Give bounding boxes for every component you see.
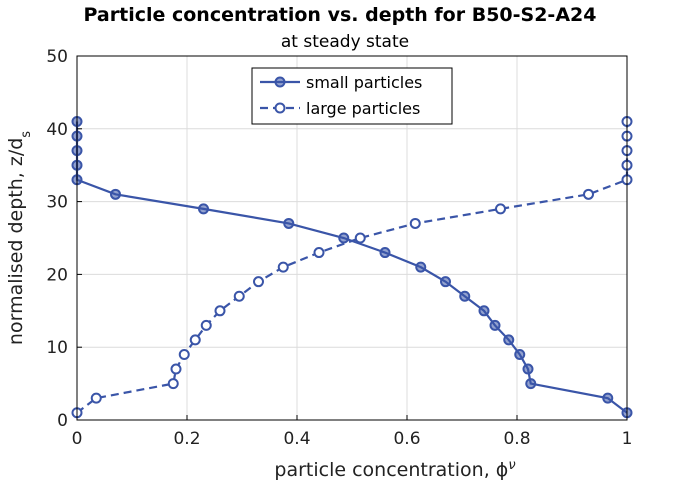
x-tick-label: 0.8 [503,429,530,449]
data-point-small-particles [602,392,614,404]
data-point-small-particles [478,305,490,317]
series-line-small-particles [75,121,628,414]
data-point-small-particles [459,290,471,302]
data-point-small-particles [503,334,515,346]
data-point-large-particles [313,247,325,259]
x-tick-label: 1 [622,429,633,449]
legend-label-large-particles: large particles [306,99,420,118]
series-layer [71,116,633,419]
data-point-large-particles [354,232,366,244]
data-point-large-particles [409,217,421,229]
y-tick-label: 0 [57,411,68,431]
data-point-large-particles [495,203,506,215]
data-point-large-particles [253,276,264,288]
x-axis-label-superscript: ν [508,458,515,473]
chart-subtitle: at steady state [281,32,409,52]
x-tick-label: 0.6 [393,429,420,449]
x-tick-label: 0.4 [283,429,310,449]
plot-area-frame [76,55,628,421]
y-axis-label-subscript: s [19,131,34,138]
data-point-large-particles [189,334,201,346]
legend-label-small-particles: small particles [306,73,422,92]
data-point-small-particles [514,348,526,360]
data-point-small-particles [110,188,121,200]
data-point-small-particles [440,276,451,288]
data-point-large-particles [178,348,190,360]
data-point-small-particles [415,261,427,273]
data-point-small-particles [379,247,391,259]
y-tick-label: 10 [46,338,68,358]
data-point-small-particles [198,203,209,215]
data-point-large-particles [277,261,289,273]
data-point-small-particles [338,232,350,244]
y-tick-label: 20 [46,265,68,285]
data-point-large-particles [170,363,182,375]
legend-box [251,67,453,125]
data-point-large-particles [200,319,212,331]
legend: small particles large particles [251,67,453,125]
legend-marker-large-particles [274,102,286,114]
data-point-small-particles [489,319,501,331]
y-tick-label: 30 [46,193,68,213]
x-tick-label: 0.2 [173,429,200,449]
data-point-small-particles [525,378,537,390]
y-tick-label: 40 [46,120,68,140]
data-point-small-particles [283,217,295,229]
y-tick-label: 50 [46,47,68,67]
data-point-large-particles [167,378,179,390]
data-point-small-particles [522,363,534,375]
y-axis-label-text: normalised depth, z/d [5,138,27,345]
x-axis-label: particle concentration, ϕν [274,458,515,482]
data-point-large-particles [233,290,245,302]
data-point-large-particles [583,188,594,200]
legend-marker-small-particles [274,76,286,88]
data-point-large-particles [214,305,226,317]
x-axis-label-text: particle concentration, ϕ [274,459,508,481]
y-axis-label: normalised depth, z/ds [5,131,34,345]
series-line-large-particles [76,121,629,414]
data-point-large-particles [90,392,102,404]
x-tick-label: 0 [72,429,83,449]
chart-title: Particle concentration vs. depth for B50… [84,4,597,26]
